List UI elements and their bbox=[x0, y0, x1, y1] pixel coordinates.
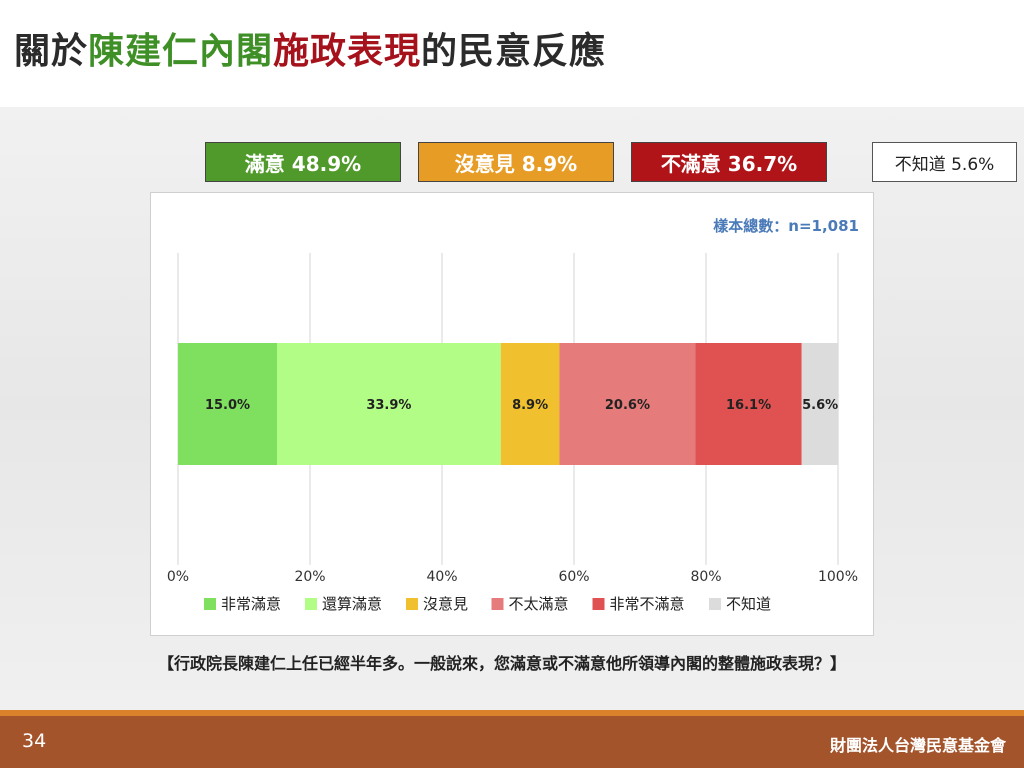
legend-swatch bbox=[406, 598, 418, 610]
survey-question: 【行政院長陳建仁上任已經半年多。一般說來，您滿意或不滿意他所領導內閣的整體施政表… bbox=[158, 654, 847, 673]
organization-name: 財團法人台灣民意基金會 bbox=[829, 736, 1006, 755]
page-number: 34 bbox=[22, 730, 47, 752]
x-tick-label: 100% bbox=[818, 569, 858, 585]
slide-title: 關於陳建仁內閣施政表現的民意反應 bbox=[14, 22, 606, 74]
legend-label: 不知道 bbox=[726, 595, 771, 613]
legend-swatch bbox=[709, 598, 721, 610]
data-label: 16.1% bbox=[726, 398, 771, 413]
summary-satisfied-box: 滿意 48.9% bbox=[205, 142, 401, 182]
data-label: 15.0% bbox=[205, 398, 250, 413]
x-tick-label: 0% bbox=[167, 569, 189, 585]
summary-dont-know-box: 不知道 5.6% bbox=[872, 142, 1017, 182]
summary-neutral-box: 沒意見 8.9% bbox=[418, 142, 614, 182]
legend-swatch bbox=[491, 598, 504, 610]
legend-label: 非常滿意 bbox=[221, 595, 281, 613]
summary-dissatisfied-box: 不滿意 36.7% bbox=[631, 142, 827, 182]
legend-swatch bbox=[305, 598, 317, 610]
legend-label: 還算滿意 bbox=[322, 595, 382, 613]
stacked-bar-chart: 0% 20% 40% 60% 80% 100% 15.0% 33.9% 8.9% 20.6% 16.… bbox=[167, 253, 858, 613]
footer-bar: 34 財團法人台灣民意基金會 bbox=[0, 716, 1024, 768]
footer-accent-stripe bbox=[0, 710, 1024, 716]
legend-swatch bbox=[592, 598, 605, 610]
sample-size-note: 樣本總數：n=1,081 bbox=[713, 217, 859, 235]
bar-segment bbox=[801, 343, 839, 465]
x-tick-label: 40% bbox=[426, 569, 457, 585]
chart-panel: 0% 20% 40% 60% 80% 100% 15.0% 33.9% 8.9% 20.6% 16.… bbox=[150, 192, 874, 636]
title-part-3: 施政表現 bbox=[273, 31, 422, 72]
bar-segment bbox=[277, 343, 501, 465]
legend-label: 不太滿意 bbox=[509, 595, 569, 613]
bar-segment bbox=[559, 343, 696, 465]
data-label: 33.9% bbox=[366, 398, 411, 413]
bar-segment bbox=[695, 343, 802, 465]
legend-label: 非常不滿意 bbox=[610, 595, 685, 613]
x-tick-label: 60% bbox=[558, 569, 589, 585]
data-label: 8.9% bbox=[512, 398, 548, 413]
data-label: 20.6% bbox=[605, 398, 650, 413]
title-part-4: 的民意反應 bbox=[421, 31, 607, 72]
x-tick-label: 20% bbox=[294, 569, 325, 585]
bar-segment bbox=[178, 343, 277, 465]
title-part-1: 關於 bbox=[14, 31, 89, 72]
title-part-2: 陳建仁內閣 bbox=[88, 31, 274, 72]
bar-segment bbox=[500, 343, 560, 465]
legend-label: 沒意見 bbox=[423, 595, 468, 613]
x-tick-label: 80% bbox=[690, 569, 721, 585]
data-label: 5.6% bbox=[802, 398, 838, 413]
legend-swatch bbox=[204, 598, 216, 610]
